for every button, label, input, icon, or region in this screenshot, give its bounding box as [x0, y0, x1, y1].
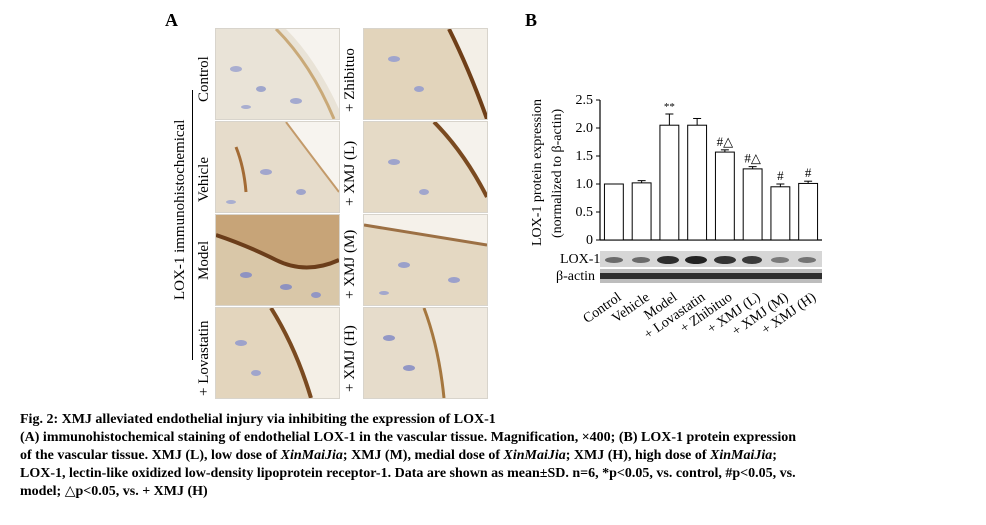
bar [742, 168, 763, 241]
label-zhibituo: + Zhibituo [342, 48, 358, 112]
significance-label: #△ [717, 134, 734, 149]
bar [798, 182, 819, 241]
bar [687, 124, 708, 241]
blot-actin [600, 269, 822, 283]
y-tick-label: 2.0 [576, 121, 594, 136]
micrograph-xmj-l [363, 121, 488, 213]
label-model: Model [196, 240, 212, 280]
caption-line-3: LOX-1, lectin-like oxidized low-density … [20, 466, 796, 481]
bar [631, 182, 652, 241]
significance-label: # [805, 165, 812, 180]
significance-label: # [777, 168, 784, 183]
y-tick-label: 2.5 [576, 93, 594, 108]
ihc-group-label: LOX-1 immunohistochemical [172, 119, 188, 300]
label-lovastatin: + Lovastatin [196, 320, 212, 396]
micrograph-zhibituo [363, 28, 488, 120]
figure-title: Fig. 2: XMJ alleviated endothelial injur… [20, 412, 496, 427]
y-tick-label: 1.5 [576, 149, 594, 164]
micrograph-model [215, 214, 340, 306]
label-xmj-h: + XMJ (H) [342, 325, 358, 392]
blot-label-actin: β-actin [556, 269, 595, 284]
bar [659, 124, 680, 241]
micrograph-control [215, 28, 340, 120]
y-tick-label: 1.0 [576, 177, 594, 192]
y-axis-label-line1: LOX-1 protein expression [530, 99, 545, 246]
y-tick-label: 0 [586, 233, 593, 248]
bar [603, 183, 624, 241]
caption-line-1: (A) immunohistochemical staining of endo… [20, 430, 797, 445]
bar [714, 151, 735, 241]
bar [770, 186, 791, 241]
y-tick-label: 0.5 [576, 205, 594, 220]
label-xmj-l: + XMJ (L) [342, 140, 358, 206]
micrograph-vehicle [215, 121, 340, 213]
panel-b-letter: B [525, 10, 538, 30]
micrograph-lovastatin [215, 307, 340, 399]
panel-a-letter: A [165, 10, 178, 30]
blot-label-lox1: LOX-1 [560, 252, 601, 267]
caption-line-4: model; △p<0.05, vs. + XMJ (H) [20, 484, 208, 499]
significance-label: ** [664, 101, 675, 113]
group-bracket-line [192, 90, 193, 360]
micrograph-xmj-h [363, 307, 488, 399]
blot-lox1 [600, 251, 822, 267]
label-xmj-m: + XMJ (M) [342, 229, 358, 299]
micrograph-xmj-m [363, 214, 488, 306]
bar-chart: 0 0.5 1.0 1.5 2.0 2.5 ** #△ #△ # # [576, 93, 822, 248]
significance-label: #△ [744, 151, 761, 166]
caption-line-2: of the vascular tissue. XMJ (L), low dos… [20, 448, 777, 463]
label-vehicle: Vehicle [196, 157, 212, 202]
label-control: Control [196, 56, 212, 102]
